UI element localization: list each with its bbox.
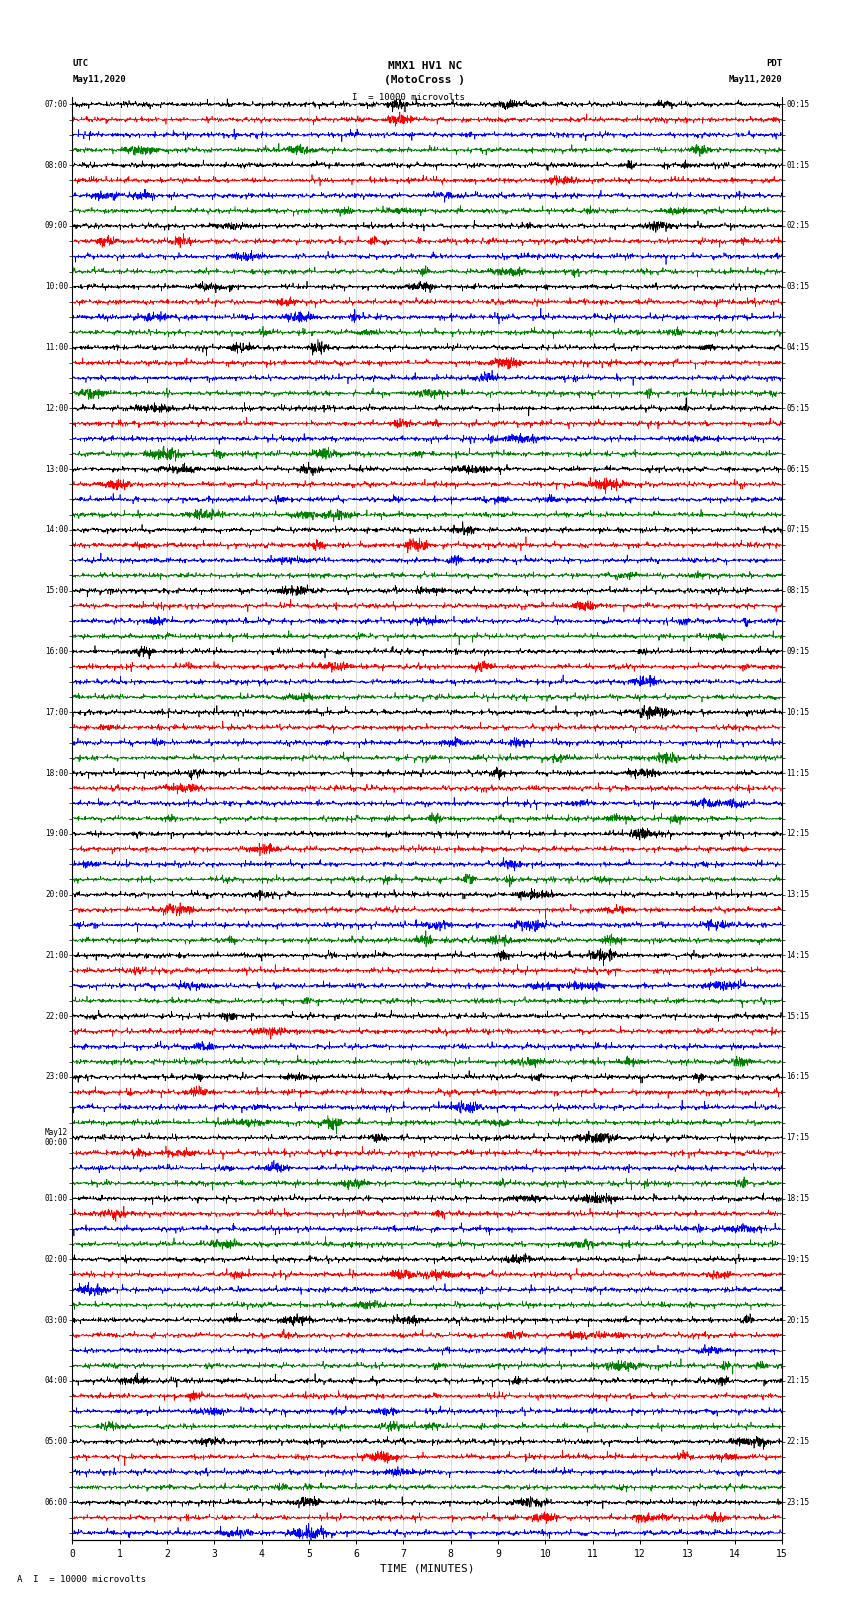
- Text: A  I  = 10000 microvolts: A I = 10000 microvolts: [17, 1574, 146, 1584]
- Text: UTC: UTC: [72, 58, 88, 68]
- Text: MMX1 HV1 NC: MMX1 HV1 NC: [388, 61, 462, 71]
- Text: PDT: PDT: [767, 58, 783, 68]
- X-axis label: TIME (MINUTES): TIME (MINUTES): [380, 1563, 474, 1574]
- Text: May11,2020: May11,2020: [729, 74, 783, 84]
- Text: I  = 10000 microvolts: I = 10000 microvolts: [352, 92, 464, 102]
- Text: May11,2020: May11,2020: [72, 74, 126, 84]
- Text: (MotoCross ): (MotoCross ): [384, 76, 466, 85]
